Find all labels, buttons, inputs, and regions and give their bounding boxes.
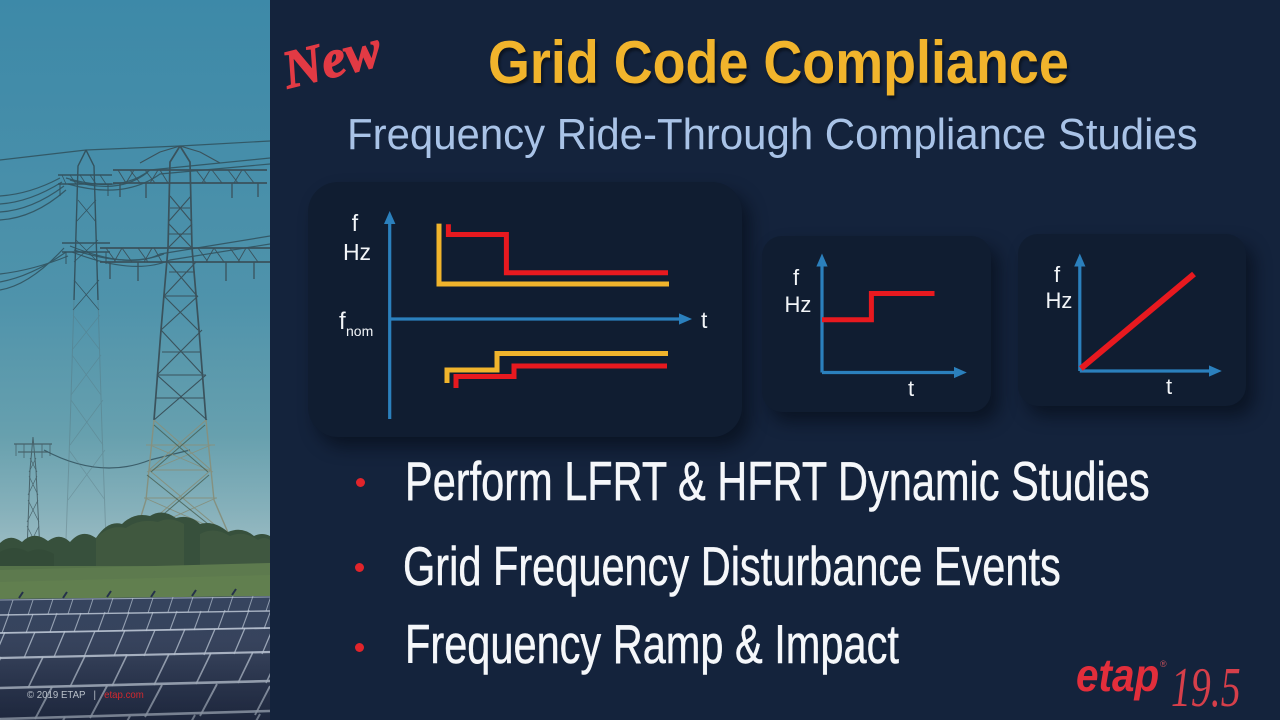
svg-text:t: t bbox=[908, 376, 914, 401]
svg-text:f: f bbox=[352, 210, 359, 236]
svg-text:t: t bbox=[1166, 374, 1172, 399]
svg-text:Hz: Hz bbox=[343, 239, 371, 265]
svg-text:f: f bbox=[793, 265, 800, 290]
svg-text:Hz: Hz bbox=[1046, 288, 1073, 313]
svg-text:f: f bbox=[1054, 262, 1061, 287]
svg-text:nom: nom bbox=[346, 323, 373, 339]
svg-text:Hz: Hz bbox=[785, 292, 812, 317]
svg-text:t: t bbox=[701, 307, 708, 333]
svg-text:f: f bbox=[339, 308, 346, 335]
